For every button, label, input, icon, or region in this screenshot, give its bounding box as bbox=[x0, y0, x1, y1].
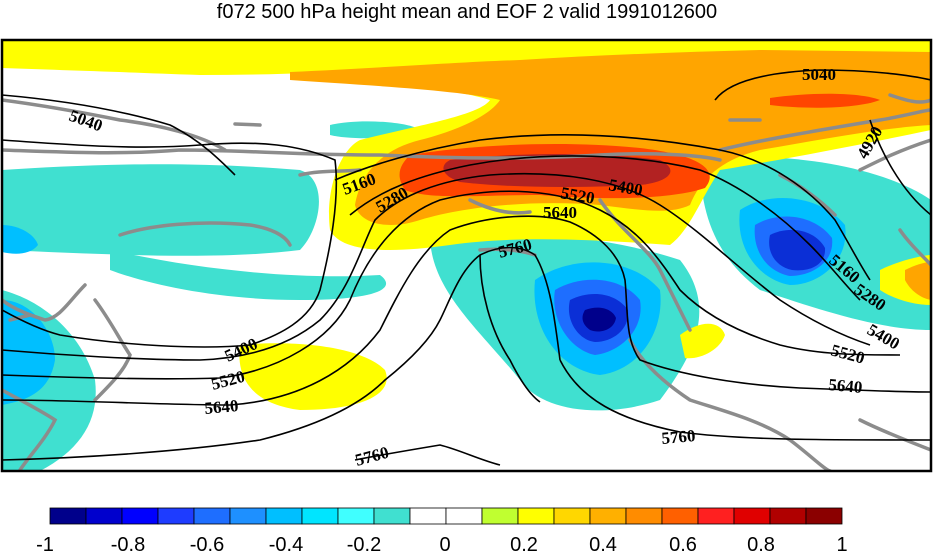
colorbar-box bbox=[517, 507, 555, 525]
colorbar-box bbox=[805, 507, 843, 525]
yellow-south bbox=[239, 343, 387, 410]
colorbar-tick-label: -0.8 bbox=[110, 534, 146, 556]
blue-core-east bbox=[769, 229, 826, 271]
colorbar-box bbox=[481, 507, 519, 525]
colorbar-boxes bbox=[49, 507, 843, 525]
colorbar-box bbox=[193, 507, 231, 525]
contour-label-5640-e: 5640 bbox=[828, 375, 864, 397]
colorbar-tick-label: -1 bbox=[36, 534, 54, 556]
plot-frame bbox=[0, 38, 933, 473]
colorbar-box bbox=[85, 507, 123, 525]
colorbar-box bbox=[157, 507, 195, 525]
map-plot: 5040 5040 4920 5160 5280 5520 5400 5640 … bbox=[0, 38, 933, 473]
colorbar-tick-labels: -1 -0.8 -0.6 -0.4 -0.2 0 0.2 0.4 0.6 0.8 1 bbox=[0, 534, 934, 558]
colorbar-box bbox=[589, 507, 627, 525]
cyan-band-west bbox=[2, 164, 319, 256]
colorbar-box bbox=[553, 507, 591, 525]
colorbar-box bbox=[769, 507, 807, 525]
colorbar bbox=[49, 507, 843, 525]
colorbar-tick-label: 0.8 bbox=[747, 534, 775, 556]
shaded-field bbox=[2, 40, 931, 471]
colorbar-box bbox=[697, 507, 735, 525]
colorbar-tick-label: 0.4 bbox=[589, 534, 617, 556]
coastlines bbox=[2, 93, 931, 471]
colorbar-box bbox=[661, 507, 699, 525]
colorbar-tick-label: -0.2 bbox=[346, 534, 382, 556]
red-east bbox=[770, 93, 880, 108]
map-title: f072 500 hPa height mean and EOF 2 valid… bbox=[216, 1, 718, 23]
colorbar-box bbox=[301, 507, 339, 525]
colorbar-tick-label: 0.2 bbox=[510, 534, 538, 556]
cyan-west-edge bbox=[2, 225, 38, 254]
contour-label-5640-w: 5640 bbox=[204, 396, 240, 418]
cyan-south bbox=[110, 250, 387, 300]
darkred-north bbox=[443, 154, 671, 187]
colorbar-box bbox=[229, 507, 267, 525]
colorbar-tick-label: 0.6 bbox=[669, 534, 697, 556]
colorbar-box bbox=[409, 507, 447, 525]
contour-label-5760-se: 5760 bbox=[661, 426, 697, 448]
colorbar-box bbox=[625, 507, 663, 525]
colorbar-tick-label: -0.6 bbox=[189, 534, 225, 556]
colorbar-tick-label: -0.4 bbox=[268, 534, 304, 556]
height-contours bbox=[2, 69, 931, 466]
colorbar-box bbox=[445, 507, 483, 525]
colorbar-tick-label: 1 bbox=[836, 534, 848, 556]
blue-core-center-inner bbox=[582, 307, 616, 332]
colorbar-box bbox=[49, 507, 87, 525]
colorbar-tick-label: 0 bbox=[439, 534, 451, 556]
colorbar-box bbox=[265, 507, 303, 525]
colorbar-box bbox=[373, 507, 411, 525]
orange-east bbox=[905, 262, 931, 300]
contour-label-5640-c: 5640 bbox=[543, 203, 577, 222]
colorbar-box bbox=[733, 507, 771, 525]
colorbar-box bbox=[337, 507, 375, 525]
colorbar-box bbox=[121, 507, 159, 525]
yellow-se bbox=[680, 323, 725, 359]
contour-label-5040-e: 5040 bbox=[802, 65, 836, 84]
